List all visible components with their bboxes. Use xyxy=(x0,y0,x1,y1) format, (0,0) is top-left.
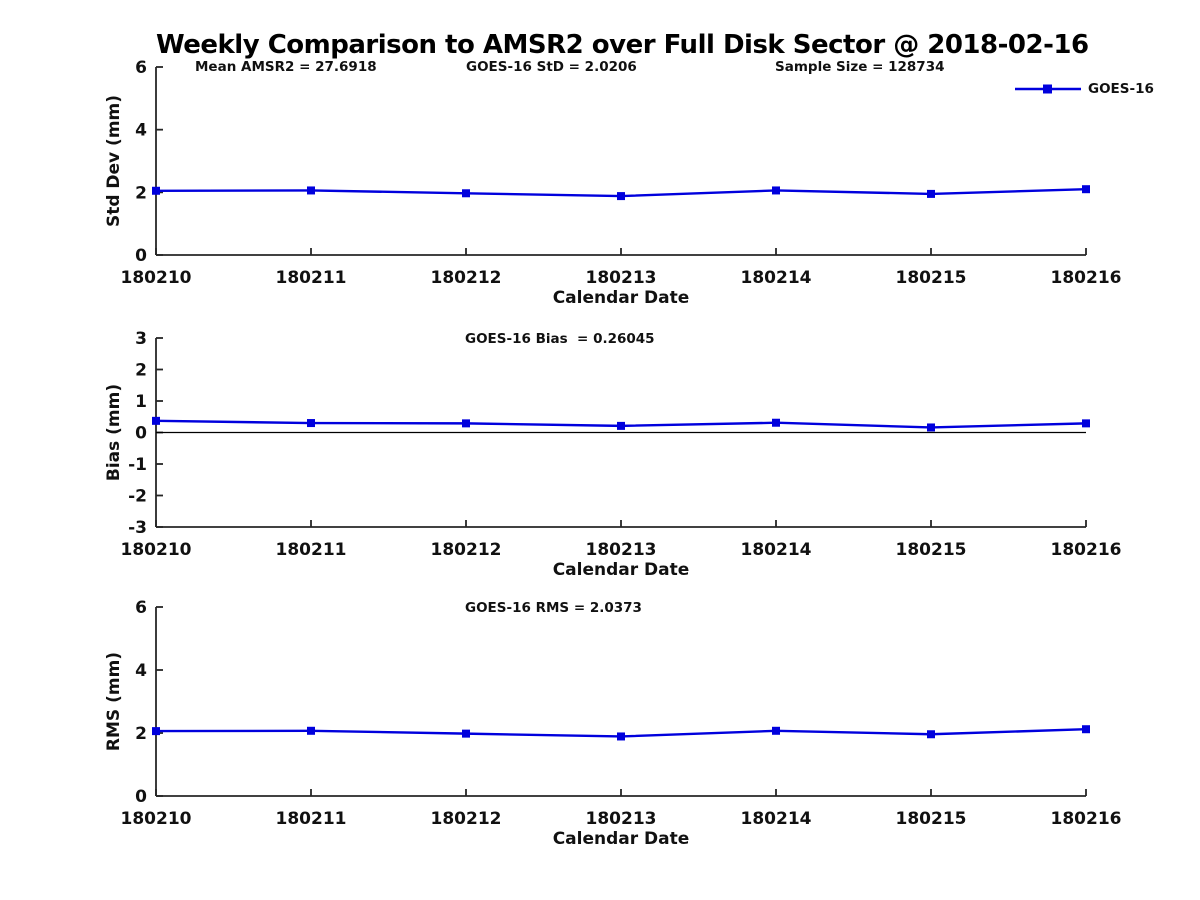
x-tick-label: 180212 xyxy=(431,540,502,560)
legend: GOES-16 xyxy=(1014,81,1154,97)
annotation-mean-amsr2: Mean AMSR2 = 27.6918 xyxy=(195,59,377,75)
data-point-marker xyxy=(617,192,625,201)
data-point-marker xyxy=(307,186,315,195)
x-tick-label: 180215 xyxy=(896,268,967,288)
x-axis-label: Calendar Date xyxy=(553,288,690,308)
y-tick-label: 2 xyxy=(135,183,147,203)
data-point-marker xyxy=(152,727,160,736)
y-tick-label: -3 xyxy=(128,518,147,538)
data-point-marker xyxy=(772,726,780,735)
data-point-marker xyxy=(617,421,625,430)
y-tick-label: 3 xyxy=(135,329,147,349)
y-tick-label: 1 xyxy=(135,392,147,412)
x-axis-label: Calendar Date xyxy=(553,829,690,849)
x-tick-label: 180210 xyxy=(121,268,192,288)
y-tick-label: 2 xyxy=(135,724,147,744)
data-point-marker xyxy=(307,726,315,735)
y-tick-label: 0 xyxy=(135,246,147,266)
y-tick-label: 6 xyxy=(135,58,147,78)
data-point-marker xyxy=(152,186,160,195)
data-point-marker xyxy=(927,423,935,432)
legend-label: GOES-16 xyxy=(1088,81,1154,97)
data-point-marker xyxy=(772,186,780,195)
x-tick-label: 180210 xyxy=(121,540,192,560)
data-point-marker xyxy=(152,416,160,425)
y-axis-label: Bias (mm) xyxy=(104,384,124,481)
series-line xyxy=(155,728,1087,738)
x-tick-label: 180216 xyxy=(1051,809,1122,829)
figure-title: Weekly Comparison to AMSR2 over Full Dis… xyxy=(156,30,1089,60)
data-point-marker xyxy=(617,732,625,741)
y-tick-label: 4 xyxy=(135,661,147,681)
data-point-marker xyxy=(462,189,470,198)
chart-title: GOES-16 Bias = 0.26045 xyxy=(465,331,655,347)
data-point-marker xyxy=(927,189,935,198)
x-tick-label: 180216 xyxy=(1051,540,1122,560)
series-line xyxy=(155,419,1087,429)
chart-title: GOES-16 RMS = 2.0373 xyxy=(465,600,642,616)
legend-line-sample xyxy=(1015,84,1081,94)
data-point-marker xyxy=(462,419,470,428)
x-axis-label: Calendar Date xyxy=(553,560,690,580)
x-tick-label: 180214 xyxy=(741,540,812,560)
data-point-marker xyxy=(307,419,315,428)
x-tick-label: 180215 xyxy=(896,809,967,829)
y-tick-label: 2 xyxy=(135,361,147,381)
x-tick-label: 180215 xyxy=(896,540,967,560)
data-point-marker xyxy=(772,418,780,427)
x-tick-label: 180214 xyxy=(741,268,812,288)
annotation-sample-size: Sample Size = 128734 xyxy=(775,59,945,75)
data-point-marker xyxy=(462,729,470,738)
y-tick-label: -1 xyxy=(128,455,147,475)
x-tick-label: 180212 xyxy=(431,809,502,829)
data-point-marker xyxy=(1082,185,1090,194)
annotation-goes16-std: GOES-16 StD = 2.0206 xyxy=(466,59,637,75)
x-tick-label: 180211 xyxy=(276,268,347,288)
x-tick-label: 180213 xyxy=(586,809,657,829)
data-point-marker xyxy=(927,730,935,739)
y-tick-label: 0 xyxy=(135,424,147,444)
x-tick-label: 180211 xyxy=(276,809,347,829)
y-tick-label: 6 xyxy=(135,598,147,618)
y-tick-label: 4 xyxy=(135,121,147,141)
y-axis-label: RMS (mm) xyxy=(104,652,124,751)
x-tick-label: 180210 xyxy=(121,809,192,829)
y-tick-label: -2 xyxy=(128,487,147,507)
y-axis-label: Std Dev (mm) xyxy=(104,95,124,227)
x-tick-label: 180213 xyxy=(586,540,657,560)
x-tick-label: 180216 xyxy=(1051,268,1122,288)
x-tick-label: 180213 xyxy=(586,268,657,288)
series-line xyxy=(155,188,1087,198)
x-tick-label: 180214 xyxy=(741,809,812,829)
x-tick-label: 180212 xyxy=(431,268,502,288)
data-point-marker xyxy=(1082,725,1090,734)
data-point-marker xyxy=(1082,419,1090,428)
x-tick-label: 180211 xyxy=(276,540,347,560)
y-tick-label: 0 xyxy=(135,787,147,807)
legend-marker-icon xyxy=(1043,84,1052,94)
